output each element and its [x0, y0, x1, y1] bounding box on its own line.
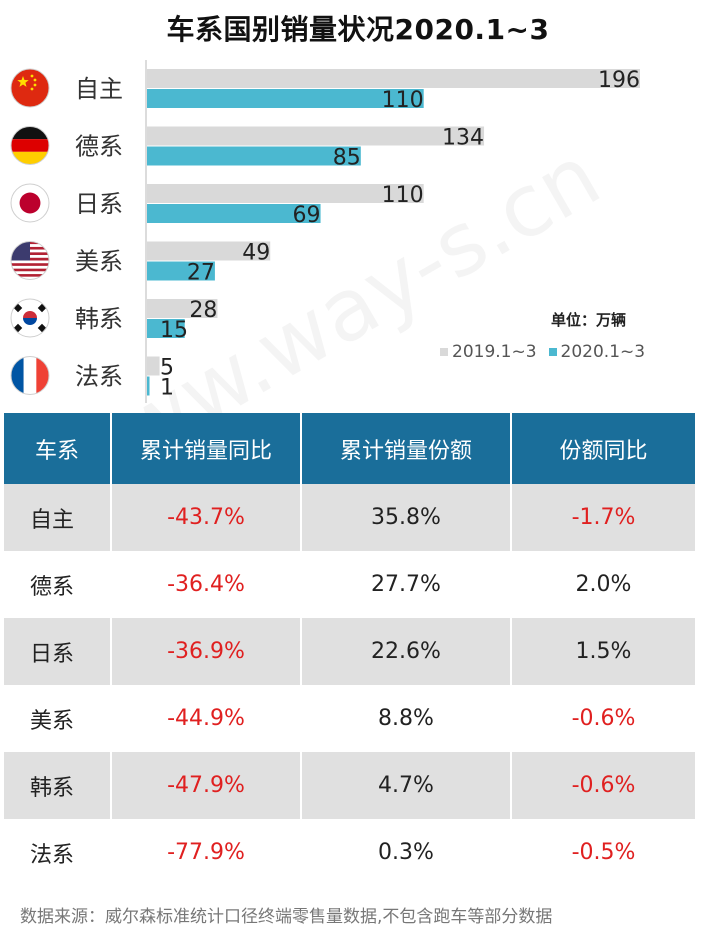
- bar-2020: [147, 376, 150, 396]
- legend-swatch-2019: [440, 348, 448, 356]
- japan-flag-icon: [10, 183, 50, 223]
- cell-share-yoy: 1.5%: [511, 618, 695, 685]
- bar-2020: [147, 261, 215, 281]
- category-label: 美系: [75, 248, 123, 276]
- legend-item-2020: 2020.1~3: [548, 342, 646, 362]
- col-header-yoy: 累计销量同比: [111, 413, 302, 484]
- cell-share: 8.8%: [301, 685, 512, 752]
- bar-2019: [147, 356, 160, 376]
- bar-2019: [147, 241, 271, 261]
- bar-2019: [147, 299, 218, 318]
- cell-share-yoy: 2.0%: [575, 572, 632, 597]
- bar-2020: [147, 146, 361, 166]
- cell-yoy: -47.9%: [111, 752, 302, 819]
- data-label: 85: [333, 146, 361, 171]
- legend-swatch-2020: [548, 348, 557, 356]
- cell-series: 德系: [4, 551, 112, 618]
- cell-yoy: -36.9%: [111, 618, 302, 685]
- data-label: 134: [442, 126, 484, 151]
- col-header-share: 累计销量份额: [301, 413, 512, 484]
- stats-table: 车系 累计销量同比 累计销量份额 份额同比 自主 -43.7% 35.8% -1.7%…: [4, 413, 695, 886]
- data-label: 49: [242, 241, 270, 266]
- data-label: 110: [382, 88, 424, 113]
- legend: 2019.1~3 2020.1~3: [440, 342, 657, 362]
- data-source-note: 数据来源：威尔森标准统计口径终端零售量数据,不包含跑车等部分数据: [20, 907, 553, 927]
- germany-flag-icon: [10, 126, 50, 165]
- table-row: 自主 -43.7% 35.8% -1.7%: [4, 484, 695, 551]
- cell-share: 27.7%: [301, 551, 512, 618]
- table-row: 德系 -36.4% 27.7% 2.0%: [4, 551, 695, 618]
- table-row: 韩系 -47.9% 4.7% -0.6%: [4, 752, 695, 819]
- cell-yoy: -43.7%: [111, 484, 302, 551]
- cell-share-yoy: -1.7%: [511, 484, 695, 551]
- cell-share-yoy: -0.6%: [511, 752, 695, 819]
- cell-share: 4.7%: [301, 752, 512, 819]
- legend-label-2019: 2019.1~3: [452, 342, 537, 362]
- cell-yoy: -36.4%: [111, 551, 302, 618]
- bar-2020: [147, 204, 321, 223]
- cell-share: 22.6%: [301, 618, 512, 685]
- bar-2020: [147, 89, 424, 108]
- legend-label-2020: 2020.1~3: [560, 342, 646, 362]
- bar-2019: [147, 69, 640, 88]
- cell-share: 35.8%: [301, 484, 512, 551]
- chart-title: 车系国别销量状况2020.1~3: [166, 13, 550, 46]
- category-label: 德系: [75, 133, 123, 161]
- data-label: 69: [293, 203, 321, 228]
- legend-item-2019: 2019.1~3: [440, 342, 537, 362]
- cell-series: 法系: [4, 819, 112, 886]
- data-label: 110: [382, 183, 424, 208]
- china-flag-icon: [10, 68, 50, 108]
- data-label: 196: [598, 68, 640, 93]
- cell-series: 韩系: [4, 752, 112, 819]
- data-label: 15: [160, 318, 188, 343]
- col-header-series: 车系: [4, 413, 112, 484]
- table-row: 日系 -36.9% 22.6% 1.5%: [4, 618, 695, 685]
- data-label: 1: [160, 376, 174, 401]
- table-header-row: 车系 累计销量同比 累计销量份额 份额同比: [4, 413, 695, 484]
- bar-2019: [147, 184, 424, 203]
- category-label: 韩系: [75, 305, 123, 333]
- table-row: 法系 -77.9% 0.3% -0.5%: [4, 819, 695, 886]
- data-label: 27: [187, 261, 215, 286]
- cell-share-yoy: -0.5%: [571, 840, 636, 865]
- korea-flag-icon: [10, 298, 50, 338]
- table-row: 美系 -44.9% 8.8% -0.6%: [4, 685, 695, 752]
- col-header-share-yoy: 份额同比: [511, 413, 695, 484]
- category-label: 日系: [75, 190, 123, 218]
- cell-share: 0.3%: [301, 819, 512, 886]
- category-label: 法系: [75, 363, 123, 391]
- cell-share-yoy: -0.6%: [571, 706, 636, 731]
- data-label: 28: [189, 298, 217, 323]
- data-label: 5: [160, 356, 174, 381]
- cell-yoy: -77.9%: [111, 819, 302, 886]
- cell-yoy: -44.9%: [111, 685, 302, 752]
- unit-label: 单位：万辆: [551, 311, 627, 329]
- bar-2019: [147, 126, 485, 146]
- france-flag-icon: [10, 356, 50, 395]
- usa-flag-icon: [10, 241, 50, 280]
- cell-series: 自主: [4, 484, 112, 551]
- cell-series: 日系: [4, 618, 112, 685]
- cell-series: 美系: [4, 685, 112, 752]
- category-label: 自主: [75, 75, 123, 103]
- bar-2020: [147, 319, 185, 338]
